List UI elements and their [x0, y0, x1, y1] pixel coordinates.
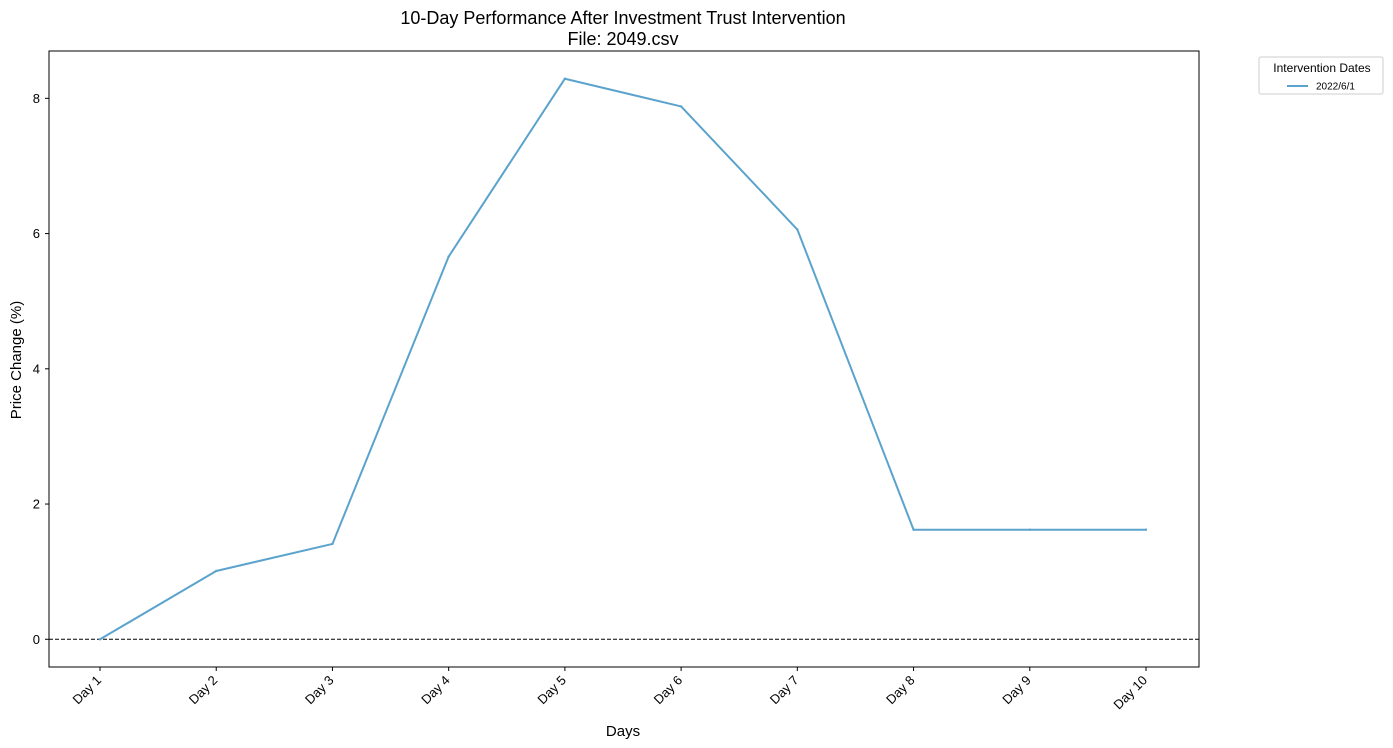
- y-tick-label: 2: [33, 497, 40, 512]
- x-axis-label: Days: [606, 723, 640, 740]
- y-tick-label: 4: [33, 361, 40, 376]
- data-point: [796, 228, 799, 231]
- y-tick-label: 8: [33, 91, 40, 106]
- data-point: [98, 638, 102, 641]
- plot-area: 0 2 4 6 8 Day 1 Day 2 Day 3 Day 4 Day 5 Day 6 Day 7…: [33, 50, 1200, 713]
- data-point: [912, 528, 915, 531]
- y-axis-label: Price Change (%): [8, 301, 25, 419]
- data-point: [447, 255, 450, 258]
- x-tick-label: Day 6: [651, 673, 686, 708]
- x-tick-label: Day 10: [1110, 673, 1150, 713]
- y-tick-label: 0: [33, 632, 40, 647]
- data-point: [331, 542, 334, 546]
- data-point: [1028, 528, 1031, 531]
- axes-frame: [48, 50, 1200, 668]
- x-tick-label: Day 9: [999, 673, 1034, 708]
- legend-box: [1258, 56, 1384, 95]
- x-tick-label: Day 3: [302, 673, 337, 708]
- data-point: [679, 105, 683, 108]
- data-point: [215, 569, 218, 573]
- x-tick-label: Day 5: [534, 673, 569, 708]
- legend-title: Intervention Dates: [1273, 61, 1370, 75]
- x-tick-label: Day 2: [186, 673, 221, 708]
- data-point: [563, 77, 567, 80]
- chart-title: 10-Day Performance After Investment Trus…: [400, 8, 845, 28]
- x-tick-label: Day 7: [767, 673, 802, 708]
- chart-subtitle: File: 2049.csv: [567, 29, 678, 49]
- legend: Intervention Dates 2022/6/1: [1258, 56, 1384, 95]
- legend-entry-label: 2022/6/1: [1316, 82, 1355, 93]
- series-line-0: [99, 77, 1146, 641]
- x-tick-label: Day 4: [418, 673, 453, 708]
- x-tick-label: Day 8: [883, 673, 918, 708]
- data-point: [1144, 528, 1148, 531]
- x-tick-label: Day 1: [69, 673, 104, 708]
- y-tick-label: 6: [33, 226, 40, 241]
